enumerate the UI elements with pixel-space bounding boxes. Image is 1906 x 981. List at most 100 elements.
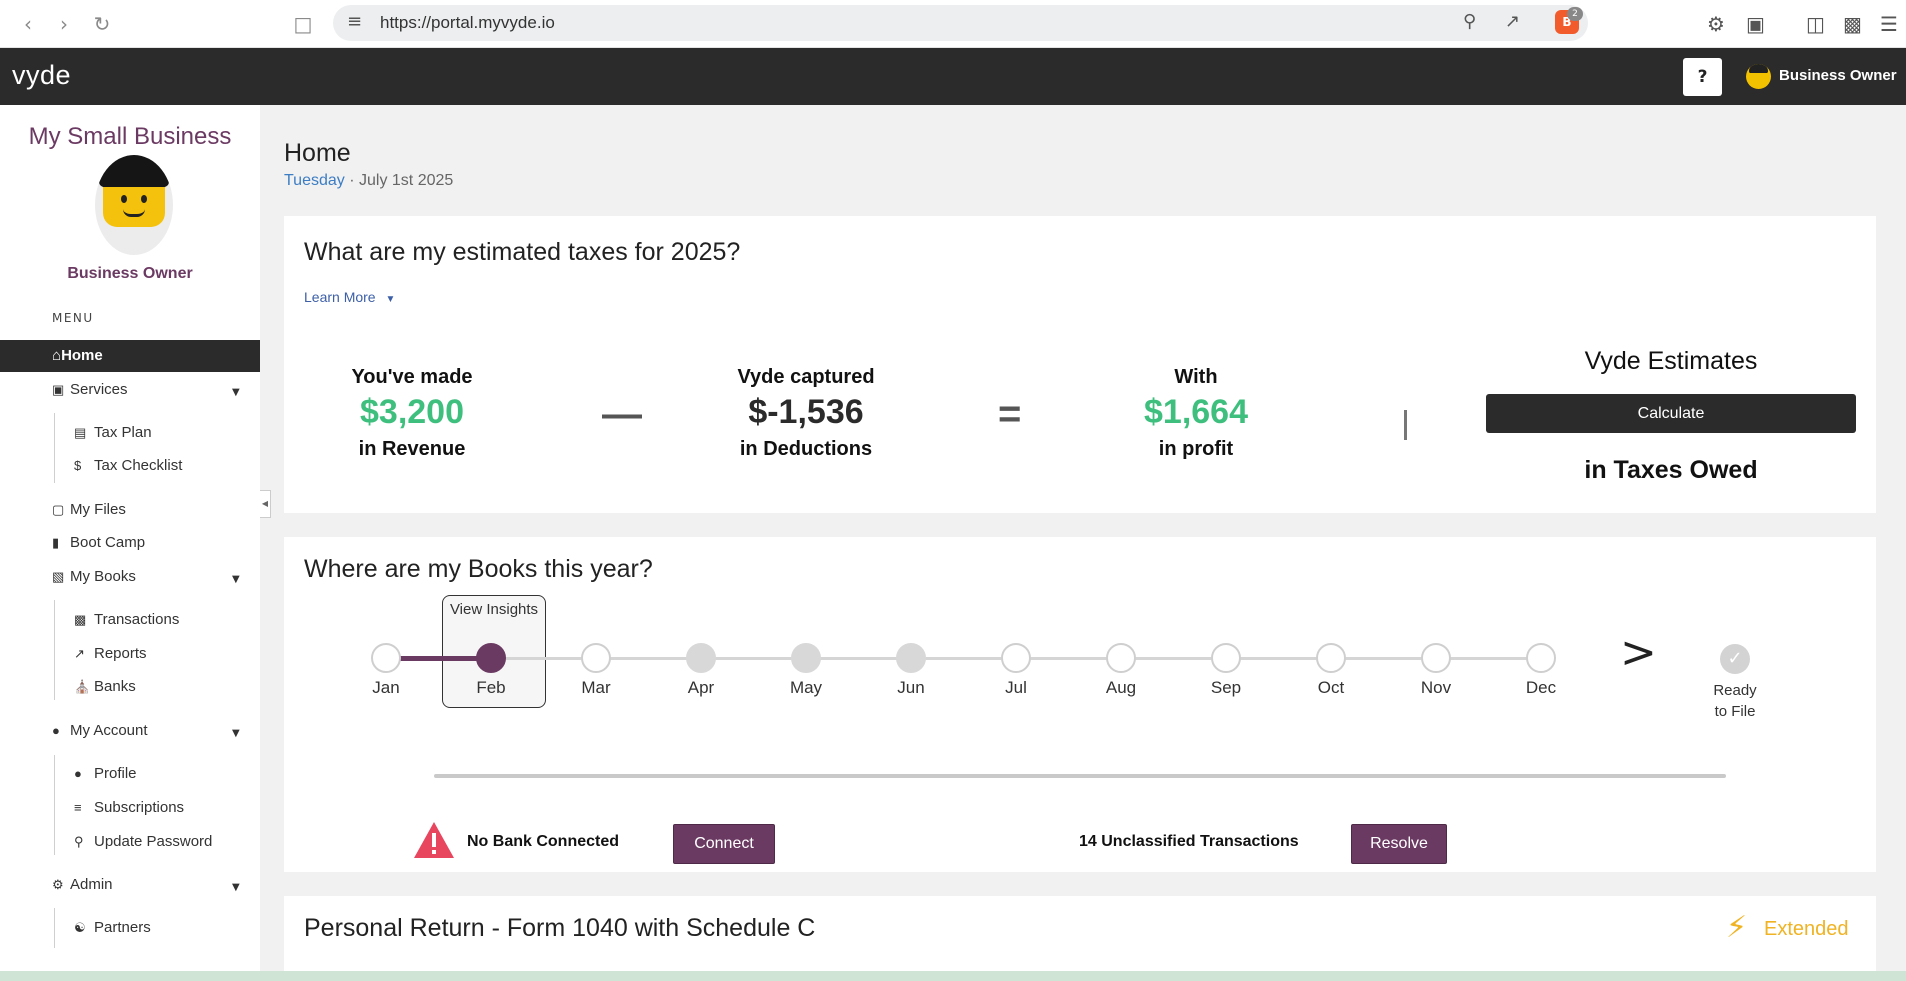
month-node[interactable] — [1526, 643, 1556, 673]
personal-return-card: Personal Return - Form 1040 with Schedul… — [284, 896, 1876, 971]
profit-value: $1,664 — [1144, 393, 1248, 431]
sidebar-item-my-files[interactable]: ▢ My Files — [52, 501, 126, 518]
app-header: vyde ? Business Owner — [0, 48, 1906, 105]
month-label: Mar — [581, 678, 611, 697]
my-account-chevron-down-icon[interactable]: ▼ — [232, 728, 240, 739]
user-role: Business Owner — [67, 265, 193, 282]
timeline-scrollbar[interactable] — [434, 774, 1726, 778]
month-node[interactable] — [371, 643, 401, 673]
forward-icon[interactable]: › — [60, 12, 68, 36]
month-node[interactable] — [791, 643, 821, 673]
submenu-line — [54, 413, 55, 483]
bookmark-icon[interactable]: □ — [293, 12, 313, 36]
month-node[interactable] — [1211, 643, 1241, 673]
month-node[interactable] — [476, 643, 506, 673]
back-icon[interactable]: ‹ — [24, 12, 32, 36]
dollar-icon: $ — [74, 458, 82, 473]
sidebar-item-transactions[interactable]: ▩ Transactions — [74, 611, 179, 628]
revenue-value: $3,200 — [360, 393, 464, 431]
browser-toolbar: ‹ › ↻ □ ≡ https://portal.myvyde.io ⚲ ↗ B… — [0, 0, 1906, 48]
no-bank-status: No Bank Connected — [467, 833, 620, 850]
sidebar-toggle-icon[interactable]: ◫ — [1806, 12, 1825, 36]
help-button[interactable]: ? — [1683, 58, 1722, 96]
zoom-icon[interactable]: ⚲ — [1463, 11, 1477, 32]
url-text[interactable]: https://portal.myvyde.io — [380, 13, 555, 32]
timeline-track — [386, 657, 1541, 660]
sidebar-item-admin[interactable]: ⚙ Admin — [52, 876, 113, 893]
reload-icon[interactable]: ↻ — [93, 12, 111, 36]
deductions-sub: in Deductions — [739, 438, 873, 460]
video-icon: ▮ — [52, 535, 60, 550]
sidebar-item-boot-camp[interactable]: ▮ Boot Camp — [52, 534, 145, 551]
site-settings-icon[interactable]: ≡ — [347, 11, 363, 32]
ready-to-file-label: Ready to File — [1713, 682, 1757, 720]
book-icon: ▧ — [52, 569, 65, 584]
sidebar-item-subscriptions[interactable]: ≡ Subscriptions — [74, 799, 184, 816]
menu-icon[interactable]: ☰ — [1880, 12, 1898, 36]
month-label: Nov — [1420, 678, 1452, 697]
warning-icon — [414, 822, 454, 858]
personal-return-title: Personal Return - Form 1040 with Schedul… — [304, 914, 816, 942]
month-node[interactable] — [581, 643, 611, 673]
sidebar-item-home[interactable]: ⌂Home — [0, 340, 260, 372]
next-chevron-icon[interactable]: > — [1620, 627, 1657, 678]
month-node[interactable] — [1001, 643, 1031, 673]
page-title: Home — [284, 139, 351, 167]
user-avatar[interactable] — [1746, 64, 1771, 89]
tab-search-icon[interactable]: ▣ — [1746, 12, 1765, 36]
month-node[interactable] — [1316, 643, 1346, 673]
sidebar-item-my-account[interactable]: ● My Account — [52, 722, 148, 739]
user-menu-name[interactable]: Business Owner — [1779, 67, 1897, 84]
sidebar-item-my-books[interactable]: ▧ My Books — [52, 568, 136, 585]
sidebar-item-banks[interactable]: ⛪ Banks — [74, 678, 136, 695]
extensions-icon[interactable]: ⚙ — [1707, 12, 1725, 36]
address-bar[interactable]: ≡ https://portal.myvyde.io ⚲ ↗ — [333, 5, 1588, 41]
admin-chevron-down-icon[interactable]: ▼ — [232, 882, 240, 893]
estimated-taxes-title: What are my estimated taxes for 2025? — [304, 238, 741, 266]
sidebar-item-services[interactable]: ▣ Services — [52, 381, 128, 398]
revenue-stat: You've made $3,200 in Revenue — [322, 366, 502, 461]
sidebar-item-tax-checklist[interactable]: $ Tax Checklist — [74, 457, 182, 474]
month-label: Dec — [1525, 678, 1557, 697]
calculate-button[interactable]: Calculate — [1486, 394, 1856, 433]
sidebar-item-label: Profile — [94, 765, 137, 782]
sidebar-item-label: Banks — [94, 678, 136, 695]
month-node[interactable] — [686, 643, 716, 673]
business-name: My Small Business — [28, 123, 232, 150]
page-scrollbar[interactable] — [1898, 105, 1906, 971]
connect-bank-button[interactable]: Connect — [673, 824, 775, 864]
revenue-sub: in Revenue — [358, 438, 466, 460]
submenu-line — [54, 600, 55, 700]
month-node[interactable] — [896, 643, 926, 673]
timeline-progress — [386, 656, 491, 661]
services-chevron-down-icon[interactable]: ▼ — [232, 387, 240, 398]
sidebar-item-profile[interactable]: ● Profile — [74, 765, 137, 782]
sidebar-item-reports[interactable]: ↗ Reports — [74, 645, 147, 662]
learn-more-link[interactable]: Learn More ▼ — [304, 289, 395, 305]
sidebar-item-tax-plan[interactable]: ▤ Tax Plan — [74, 424, 152, 441]
estimated-taxes-card: What are my estimated taxes for 2025? Le… — [284, 216, 1876, 513]
wallet-icon[interactable]: ▩ — [1843, 12, 1862, 36]
deductions-stat: Vyde captured $-1,536 in Deductions — [706, 366, 906, 461]
sidebar: My Small Business Business Owner MENU ⌂H… — [0, 105, 260, 971]
sidebar-collapse-button[interactable]: ◀ — [260, 490, 271, 518]
profit-stat: With $1,664 in profit — [1106, 366, 1286, 461]
month-label: Jan — [372, 678, 400, 697]
month-node[interactable] — [1421, 643, 1451, 673]
sidebar-item-label: Tax Plan — [94, 424, 152, 441]
month-node[interactable] — [1106, 643, 1136, 673]
sidebar-item-label: Services — [70, 381, 128, 398]
sidebar-item-partners[interactable]: ☯ Partners — [74, 919, 151, 936]
share-icon[interactable]: ↗ — [1505, 11, 1521, 32]
lightning-icon: ⚡ — [1726, 910, 1748, 945]
month-label: Oct — [1317, 678, 1345, 697]
my-books-chevron-down-icon[interactable]: ▼ — [232, 574, 240, 585]
home-icon: ⌂ — [52, 347, 62, 364]
equals-operator: = — [998, 392, 1022, 436]
view-insights-label[interactable]: View Insights — [449, 601, 539, 618]
sidebar-item-update-password[interactable]: ⚲ Update Password — [74, 833, 212, 850]
vyde-logo[interactable]: vyde — [12, 60, 72, 90]
unclassified-transactions-status: 14 Unclassified Transactions — [1079, 833, 1299, 850]
month-label: Jun — [897, 678, 925, 697]
resolve-button[interactable]: Resolve — [1351, 824, 1447, 864]
